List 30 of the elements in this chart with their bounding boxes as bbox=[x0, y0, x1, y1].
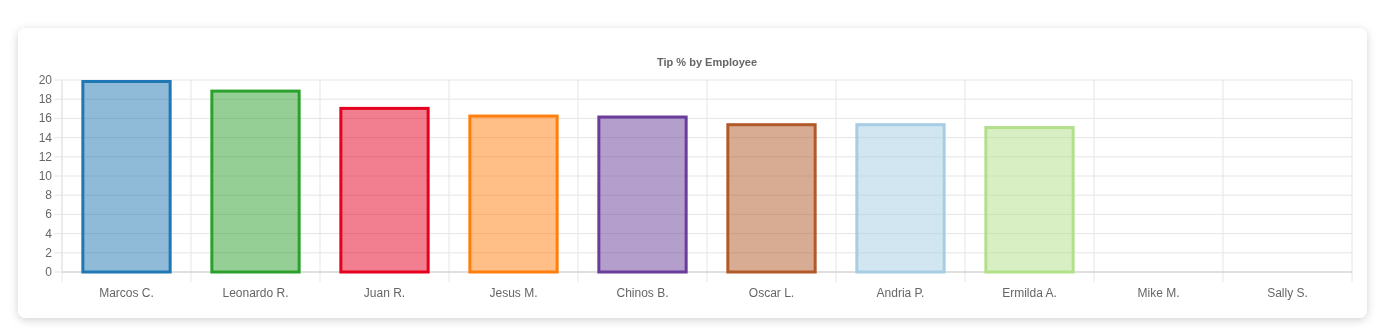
y-tick-label: 8 bbox=[45, 188, 53, 203]
y-tick-label: 14 bbox=[38, 130, 53, 145]
y-tick-label: 12 bbox=[38, 149, 53, 164]
y-tick-label: 18 bbox=[38, 92, 53, 107]
x-tick-label: Sally S. bbox=[1267, 286, 1308, 300]
bar bbox=[984, 126, 1075, 274]
y-tick-label: 10 bbox=[38, 169, 53, 183]
x-tick-label: Mike M. bbox=[1137, 286, 1180, 300]
x-tick-label: Leonardo R. bbox=[222, 286, 289, 300]
bar bbox=[726, 123, 817, 274]
x-tick-label: Juan R. bbox=[363, 286, 406, 300]
x-tick-label: Chinos B. bbox=[616, 286, 669, 300]
x-tick-label: Marcos C. bbox=[99, 286, 154, 300]
bar bbox=[597, 115, 688, 274]
bar bbox=[210, 89, 301, 274]
y-tick-label: 2 bbox=[45, 245, 53, 260]
x-tick-label: Jesus M. bbox=[489, 286, 538, 300]
y-tick-label: 4 bbox=[45, 226, 53, 241]
chart-title: Tip % by Employee bbox=[656, 56, 758, 68]
y-tick-label: 20 bbox=[38, 73, 53, 87]
x-tick-label: Andria P. bbox=[876, 286, 925, 300]
bar bbox=[468, 114, 559, 274]
x-tick-label: Ermilda A. bbox=[1002, 286, 1057, 300]
bar bbox=[81, 80, 172, 274]
bar bbox=[339, 106, 430, 274]
bar bbox=[855, 123, 946, 274]
y-tick-label: 6 bbox=[45, 207, 53, 222]
x-tick-label: Oscar L. bbox=[748, 286, 795, 300]
y-tick-label: 0 bbox=[45, 265, 53, 279]
y-tick-label: 16 bbox=[38, 111, 53, 126]
